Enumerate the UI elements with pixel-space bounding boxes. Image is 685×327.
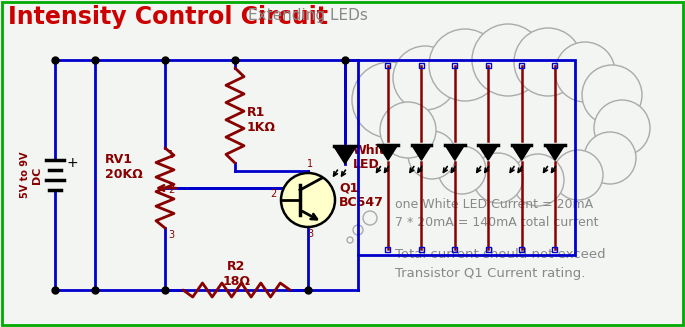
Bar	[452, 247, 458, 252]
Text: White: White	[353, 144, 394, 157]
Bar	[419, 247, 424, 252]
Bar	[519, 247, 524, 252]
Circle shape	[514, 28, 582, 96]
Bar	[386, 247, 390, 252]
Text: 3: 3	[168, 230, 174, 240]
Text: 2: 2	[271, 189, 277, 199]
Polygon shape	[334, 146, 356, 164]
Text: Intensity Control Circuit: Intensity Control Circuit	[8, 5, 328, 29]
Text: 1: 1	[307, 159, 313, 169]
Circle shape	[594, 100, 650, 156]
Circle shape	[347, 237, 353, 243]
Text: Extending LEDs: Extending LEDs	[248, 8, 368, 23]
Circle shape	[393, 46, 457, 110]
Circle shape	[281, 173, 335, 227]
Text: one White LED Current = 20mA: one White LED Current = 20mA	[395, 198, 593, 212]
Circle shape	[584, 132, 636, 184]
Text: 7 * 20mA = 140mA total current: 7 * 20mA = 140mA total current	[395, 215, 599, 229]
Circle shape	[553, 150, 603, 200]
Bar	[452, 63, 458, 68]
Polygon shape	[512, 145, 532, 160]
Bar	[553, 63, 558, 68]
Text: Total current should not exceed: Total current should not exceed	[395, 249, 606, 262]
Circle shape	[512, 154, 564, 206]
Polygon shape	[545, 145, 565, 160]
Text: 3: 3	[307, 229, 313, 239]
Text: 5V to 9V: 5V to 9V	[20, 152, 30, 198]
Circle shape	[555, 42, 615, 102]
Circle shape	[429, 29, 501, 101]
Text: DC: DC	[32, 166, 42, 184]
Text: R1
1KΩ: R1 1KΩ	[247, 106, 276, 134]
Bar	[419, 63, 424, 68]
Circle shape	[438, 146, 486, 194]
Circle shape	[472, 24, 544, 96]
Circle shape	[380, 102, 436, 158]
Bar	[519, 63, 524, 68]
Circle shape	[363, 211, 377, 225]
Text: R2
18Ω: R2 18Ω	[223, 260, 251, 288]
Polygon shape	[445, 145, 464, 160]
Circle shape	[352, 62, 428, 138]
Polygon shape	[412, 145, 431, 160]
Circle shape	[408, 131, 456, 179]
Text: LED: LED	[353, 158, 379, 170]
Circle shape	[582, 65, 642, 125]
Bar	[386, 63, 390, 68]
Text: BC547: BC547	[339, 196, 384, 209]
Bar	[358, 60, 575, 255]
Text: 2: 2	[168, 185, 174, 195]
Bar	[486, 247, 490, 252]
Text: Q1: Q1	[339, 181, 358, 195]
Text: +: +	[67, 156, 79, 170]
Text: Transistor Q1 Current rating.: Transistor Q1 Current rating.	[395, 267, 586, 280]
Polygon shape	[478, 145, 498, 160]
Bar	[486, 63, 490, 68]
Circle shape	[473, 153, 523, 203]
Polygon shape	[378, 145, 398, 160]
Text: RV1
20KΩ: RV1 20KΩ	[105, 153, 142, 181]
Bar	[553, 247, 558, 252]
Text: 1: 1	[168, 150, 174, 160]
Circle shape	[353, 225, 363, 235]
